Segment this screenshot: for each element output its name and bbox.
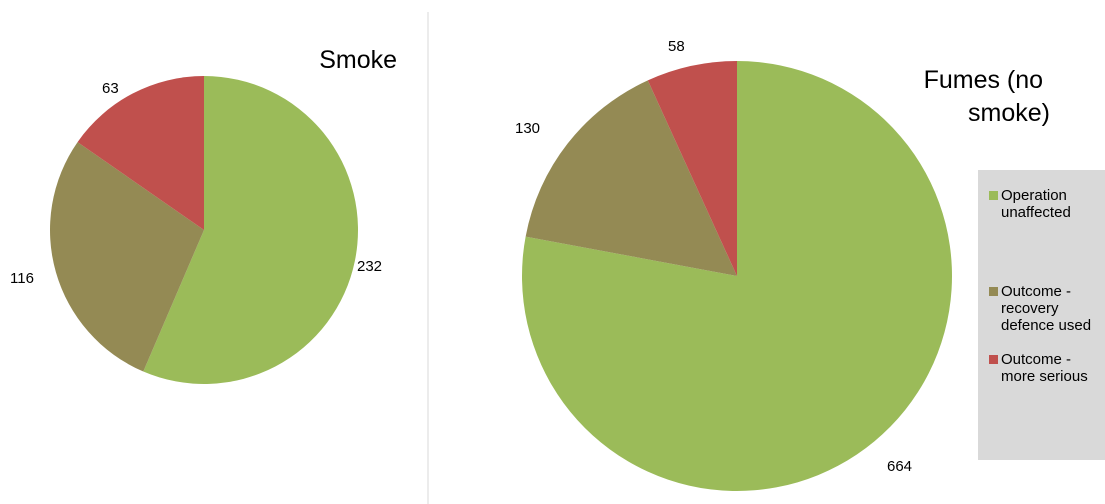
- pie-slice-fumes-serious: [647, 61, 737, 276]
- chart-title-smoke: Smoke: [319, 46, 397, 74]
- data-label-fumes-unaffected: 664: [887, 458, 912, 475]
- data-label-fumes-recovery: 130: [515, 120, 540, 137]
- legend-swatch-recovery: [989, 287, 998, 296]
- data-label-fumes-serious: 58: [668, 38, 685, 55]
- pie-slice-fumes-recovery: [525, 80, 737, 277]
- chart-title-fumes-line-1: Fumes (no: [924, 66, 1043, 94]
- legend-swatch-serious: [989, 355, 998, 364]
- pie-slice-smoke-unaffected: [143, 76, 359, 384]
- pie-chart-fumes: [521, 61, 952, 492]
- legend-background: [978, 170, 1105, 460]
- data-label-smoke-recovery: 116: [10, 270, 34, 287]
- legend: Operation unaffected Outcome - recovery …: [978, 170, 1105, 460]
- pie-slice-fumes-unaffected: [521, 61, 952, 492]
- chart-title-fumes-line-2: smoke): [968, 99, 1050, 127]
- legend-label-recovery: Outcome - recovery defence used: [1001, 283, 1091, 334]
- data-label-smoke-serious: 63: [102, 80, 119, 97]
- pie-slice-smoke-recovery: [50, 142, 205, 372]
- chart-title-fumes: Fumes (no smoke): [924, 66, 1050, 127]
- data-label-smoke-unaffected: 232: [357, 258, 382, 275]
- legend-label-unaffected: Operation unaffected: [1001, 187, 1071, 221]
- legend-swatch-unaffected: [989, 191, 998, 200]
- legend-label-serious: Outcome - more serious: [1001, 351, 1088, 385]
- pie-chart-smoke: [50, 76, 359, 384]
- pie-slice-smoke-serious: [77, 76, 204, 230]
